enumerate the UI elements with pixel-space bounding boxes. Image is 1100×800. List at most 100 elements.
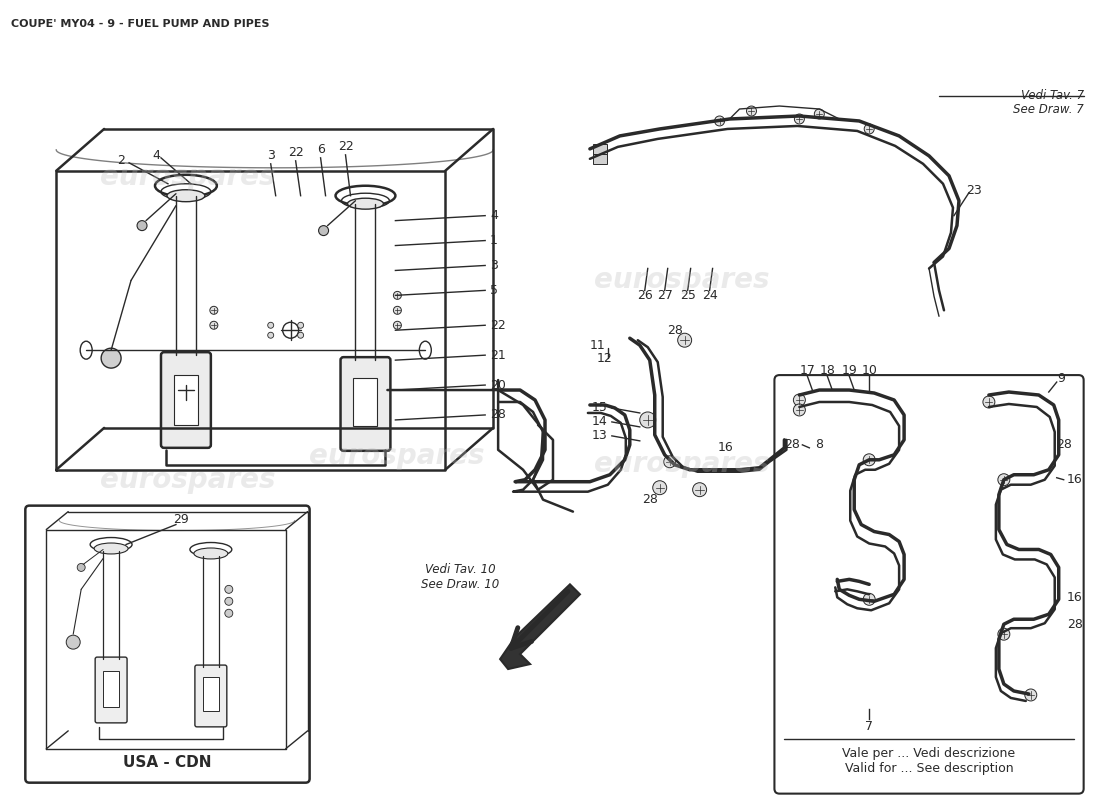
Circle shape <box>693 482 706 497</box>
Circle shape <box>210 322 218 330</box>
Text: 6: 6 <box>317 143 324 156</box>
Bar <box>593 154 607 164</box>
Text: 2: 2 <box>117 154 125 167</box>
Circle shape <box>77 563 85 571</box>
Circle shape <box>865 124 874 134</box>
Text: 27: 27 <box>657 289 672 302</box>
Text: eurospares: eurospares <box>594 450 769 478</box>
Text: 22: 22 <box>491 318 506 332</box>
Text: Valid for ... See description: Valid for ... See description <box>845 762 1013 775</box>
Circle shape <box>394 306 402 314</box>
Text: 28: 28 <box>784 438 801 451</box>
Text: 9: 9 <box>1057 371 1065 385</box>
Text: 18: 18 <box>820 364 835 377</box>
Text: 15: 15 <box>592 402 608 414</box>
Text: 28: 28 <box>641 493 658 506</box>
Circle shape <box>793 394 805 406</box>
Circle shape <box>298 332 304 338</box>
Ellipse shape <box>95 543 128 554</box>
Circle shape <box>793 404 805 416</box>
FancyBboxPatch shape <box>96 657 128 723</box>
Circle shape <box>267 322 274 328</box>
FancyBboxPatch shape <box>341 357 390 451</box>
Text: 4: 4 <box>491 209 498 222</box>
Text: 25: 25 <box>680 289 695 302</box>
Text: 13: 13 <box>592 430 607 442</box>
FancyBboxPatch shape <box>195 665 227 727</box>
Text: 24: 24 <box>702 289 717 302</box>
Text: 10: 10 <box>861 364 877 377</box>
Text: 22: 22 <box>338 140 353 154</box>
Bar <box>202 677 219 711</box>
Ellipse shape <box>167 190 205 202</box>
Circle shape <box>66 635 80 649</box>
Bar <box>174 375 198 425</box>
Text: 12: 12 <box>597 352 613 365</box>
Circle shape <box>678 334 692 347</box>
Circle shape <box>747 106 757 116</box>
Bar <box>593 144 607 154</box>
Text: 5: 5 <box>491 284 498 297</box>
Text: Vedi Tav. 10: Vedi Tav. 10 <box>425 563 495 576</box>
Text: 4: 4 <box>152 150 160 162</box>
Text: eurospares: eurospares <box>100 466 276 494</box>
Text: Vedi Tav. 7: Vedi Tav. 7 <box>1021 89 1084 102</box>
Bar <box>103 671 119 707</box>
Circle shape <box>267 332 274 338</box>
Circle shape <box>983 396 994 408</box>
Circle shape <box>101 348 121 368</box>
Text: 26: 26 <box>637 289 652 302</box>
Circle shape <box>814 109 824 119</box>
Text: 28: 28 <box>667 324 683 337</box>
Ellipse shape <box>348 198 384 209</box>
Circle shape <box>224 586 233 594</box>
Text: USA - CDN: USA - CDN <box>123 755 211 770</box>
Circle shape <box>224 610 233 618</box>
Text: 17: 17 <box>800 364 815 377</box>
Text: 20: 20 <box>491 378 506 391</box>
Text: 8: 8 <box>815 438 823 451</box>
FancyBboxPatch shape <box>774 375 1084 794</box>
Text: 22: 22 <box>288 146 304 159</box>
Circle shape <box>663 456 675 468</box>
Text: Vale per ... Vedi descrizione: Vale per ... Vedi descrizione <box>843 747 1015 760</box>
Circle shape <box>794 114 804 124</box>
Text: 11: 11 <box>590 338 606 352</box>
Text: 23: 23 <box>966 184 982 198</box>
Circle shape <box>1025 689 1037 701</box>
Text: eurospares: eurospares <box>100 162 276 190</box>
Text: 14: 14 <box>592 415 607 429</box>
Circle shape <box>864 454 876 466</box>
FancyBboxPatch shape <box>25 506 309 782</box>
Circle shape <box>864 594 876 606</box>
Circle shape <box>394 322 402 330</box>
Text: 28: 28 <box>1067 618 1082 630</box>
Circle shape <box>652 481 667 494</box>
Text: 7: 7 <box>866 720 873 734</box>
Text: 16: 16 <box>717 442 734 454</box>
Circle shape <box>210 306 218 314</box>
Text: 1: 1 <box>491 234 498 247</box>
Circle shape <box>298 322 304 328</box>
Text: 19: 19 <box>842 364 857 377</box>
Text: eurospares: eurospares <box>309 442 484 470</box>
Circle shape <box>319 226 329 235</box>
Circle shape <box>715 116 725 126</box>
Text: 28: 28 <box>491 409 506 422</box>
Circle shape <box>224 598 233 606</box>
Polygon shape <box>500 584 580 669</box>
Text: 16: 16 <box>1067 591 1082 604</box>
Circle shape <box>998 628 1010 640</box>
Text: See Draw. 10: See Draw. 10 <box>421 578 499 591</box>
Circle shape <box>998 474 1010 486</box>
Ellipse shape <box>194 548 228 559</box>
Text: 28: 28 <box>1056 438 1071 451</box>
Text: 3: 3 <box>491 259 498 272</box>
Text: 3: 3 <box>267 150 275 162</box>
Circle shape <box>138 221 147 230</box>
Text: 21: 21 <box>491 349 506 362</box>
Circle shape <box>394 291 402 299</box>
Text: See Draw. 7: See Draw. 7 <box>1013 103 1084 116</box>
Circle shape <box>640 412 656 428</box>
Text: eurospares: eurospares <box>594 266 769 294</box>
